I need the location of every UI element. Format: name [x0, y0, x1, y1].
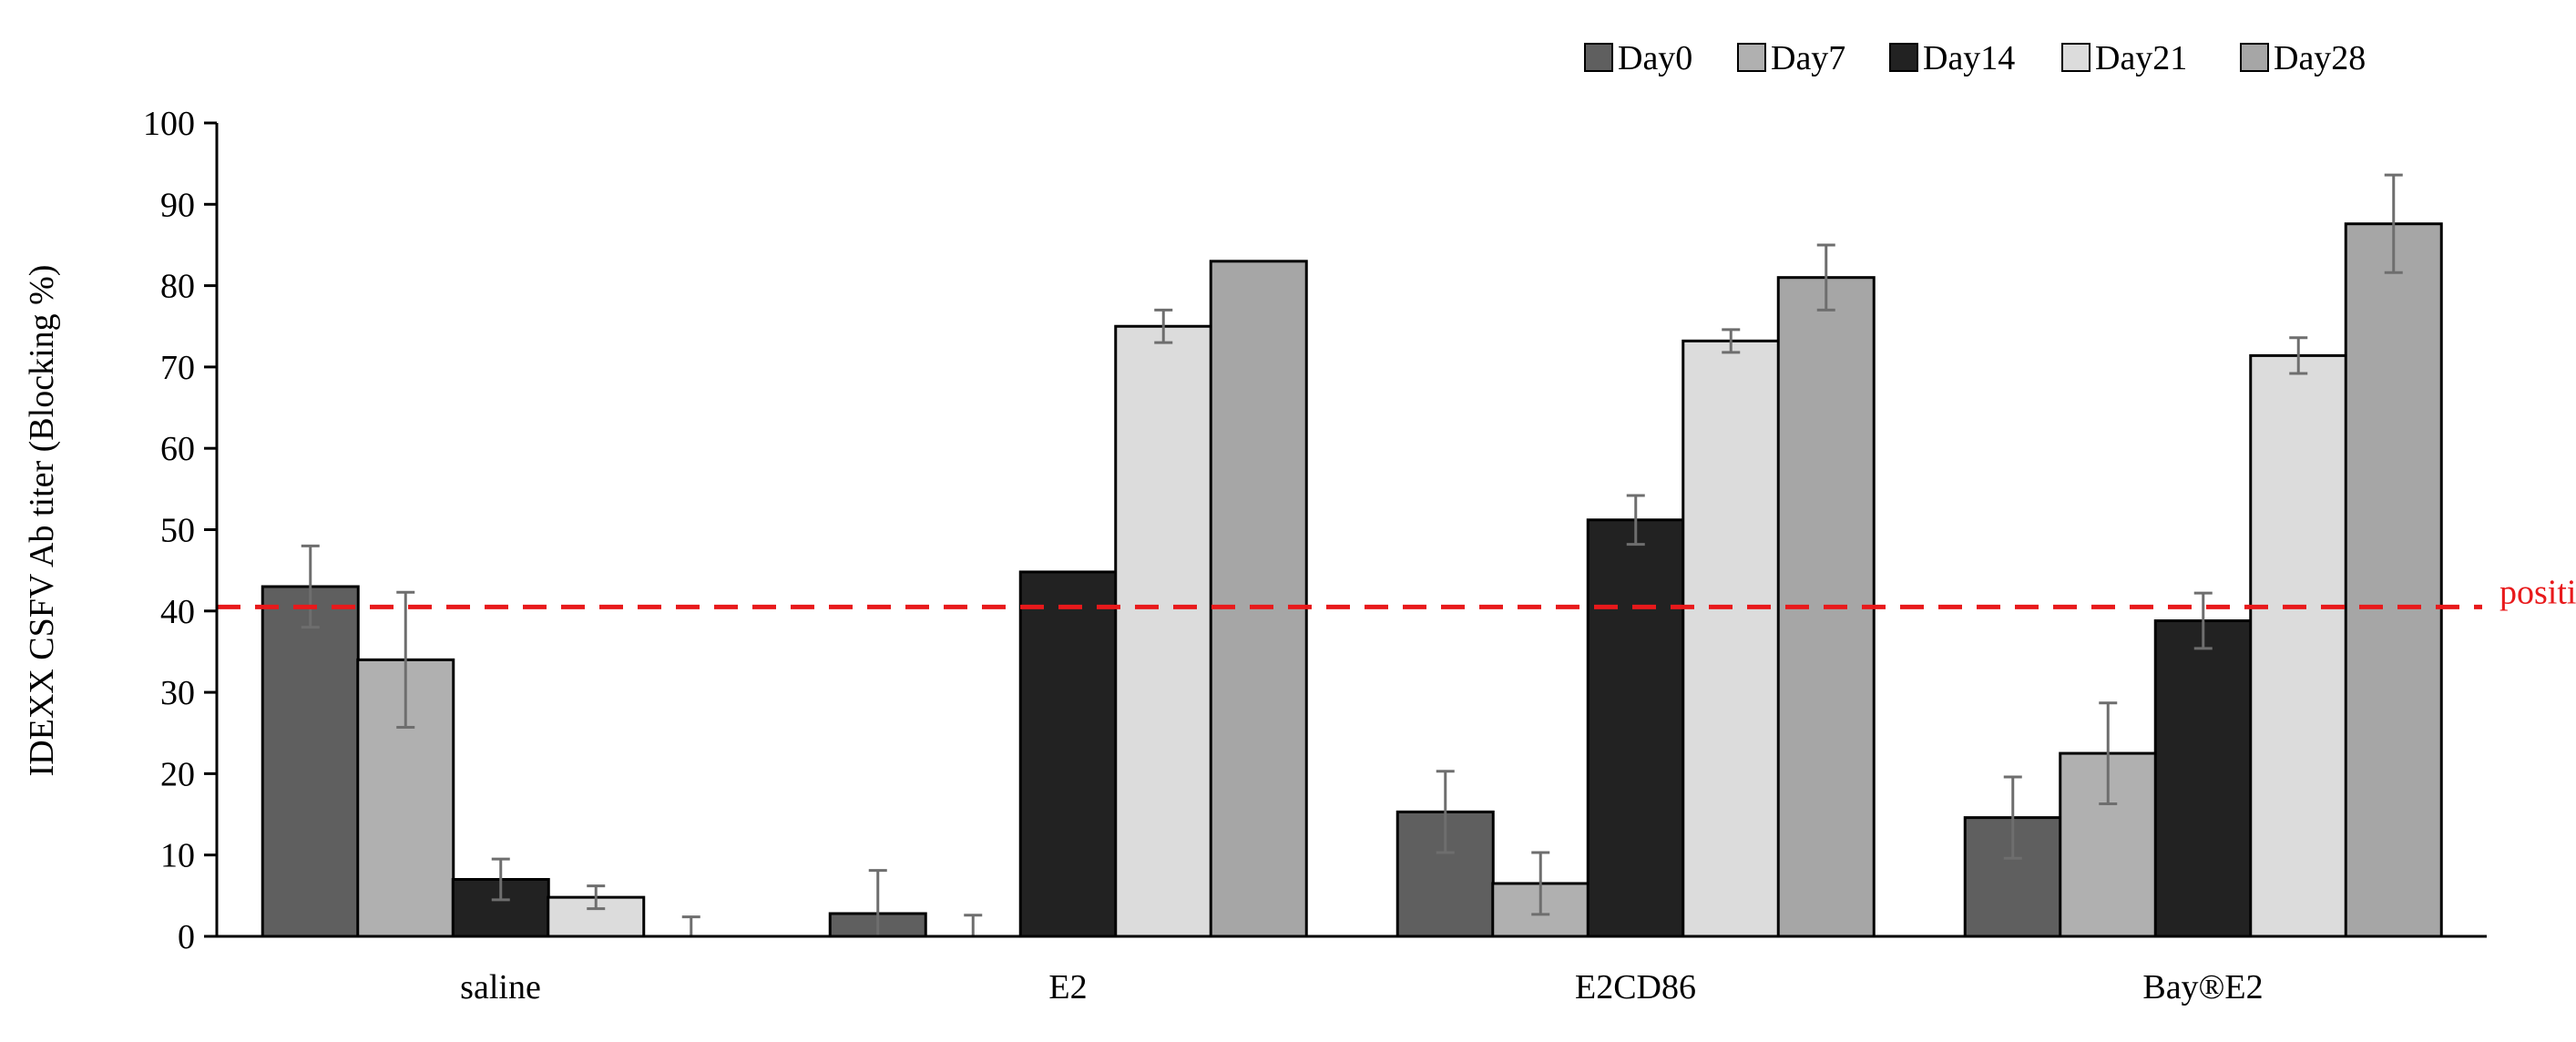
- error-bar-day21-4: [2289, 336, 2308, 375]
- error-bar-day7-2: [964, 914, 983, 936]
- category-label: E2: [1048, 968, 1087, 1006]
- error-bar-day28-3: [1816, 243, 1835, 312]
- bar-day14-3: [1586, 518, 1685, 938]
- error-bar-day14-4: [2193, 591, 2213, 650]
- category-labels: saline E2 E2CD86 Bay®E2: [460, 968, 2263, 1006]
- legend-label: Day14: [1923, 39, 2015, 77]
- error-bar-day0-1: [301, 544, 320, 629]
- y-tick-label: 90: [160, 186, 195, 224]
- y-tick-label: 30: [160, 674, 195, 712]
- legend-label: Day7: [1771, 39, 1845, 77]
- bar-day28-2: [1209, 260, 1308, 938]
- legend-item-day7: Day7: [1737, 39, 1845, 77]
- error-bar-day21-1: [587, 884, 606, 911]
- error-bar-day0-3: [1436, 770, 1455, 854]
- legend-swatch: [1584, 43, 1613, 72]
- legend-swatch: [1737, 43, 1766, 72]
- bar-day21-2: [1114, 324, 1213, 938]
- category-label: saline: [460, 968, 541, 1006]
- y-tick-label: 60: [160, 430, 195, 468]
- error-bar-day0-4: [2003, 775, 2022, 860]
- y-tick-label: 50: [160, 512, 195, 550]
- error-bar-day28-4: [2384, 173, 2403, 274]
- bar-day14-4: [2153, 619, 2253, 938]
- legend-swatch: [2240, 43, 2269, 72]
- category-label: Bay®E2: [2142, 968, 2263, 1006]
- legend-item-day14: Day14: [1889, 39, 2015, 77]
- error-bar-day21-3: [1722, 328, 1741, 354]
- y-axis-label: IDEXX CSFV Ab titer (Blocking %): [23, 265, 61, 777]
- error-bar-day14-1: [491, 857, 510, 902]
- y-axis-ticks: 0 10 20 30 40 50 60 70 80 90 100: [143, 105, 217, 956]
- y-tick-label: 20: [160, 755, 195, 793]
- legend-item-day0: Day0: [1584, 39, 1692, 77]
- y-tick-label: 100: [143, 105, 195, 143]
- legend-item-day28: Day28: [2240, 39, 2366, 77]
- y-tick-label: 80: [160, 268, 195, 306]
- bar-day21-3: [1682, 339, 1781, 938]
- error-bars: [301, 173, 2403, 936]
- y-tick-label: 40: [160, 593, 195, 631]
- legend: Day0 Day7 Day14 Day21 Day28: [1584, 39, 2366, 77]
- error-bar-day7-3: [1531, 851, 1550, 916]
- legend-swatch: [1889, 43, 1918, 72]
- legend-label: Day28: [2274, 39, 2366, 77]
- y-tick-label: 0: [178, 918, 195, 956]
- legend-swatch: [2061, 43, 2090, 72]
- category-label: E2CD86: [1575, 968, 1696, 1006]
- y-tick-label: 70: [160, 349, 195, 387]
- error-bar-day14-3: [1626, 494, 1645, 547]
- bar-day28-4: [2344, 222, 2443, 938]
- error-bar-day28-1: [681, 915, 700, 936]
- legend-item-day21: Day21: [2061, 39, 2187, 77]
- error-bar-day7-1: [396, 590, 415, 729]
- error-bar-day0-2: [868, 869, 887, 936]
- legend-label: Day21: [2095, 39, 2187, 77]
- bar-day0-1: [261, 585, 360, 938]
- legend-label: Day0: [1618, 39, 1692, 77]
- error-bar-day21-2: [1154, 308, 1173, 344]
- error-bar-day7-4: [2099, 701, 2118, 805]
- bar-day21-4: [2249, 353, 2348, 938]
- positive-threshold-label: positive: [2499, 573, 2576, 611]
- y-tick-label: 10: [160, 837, 195, 875]
- bar-day14-2: [1018, 570, 1118, 938]
